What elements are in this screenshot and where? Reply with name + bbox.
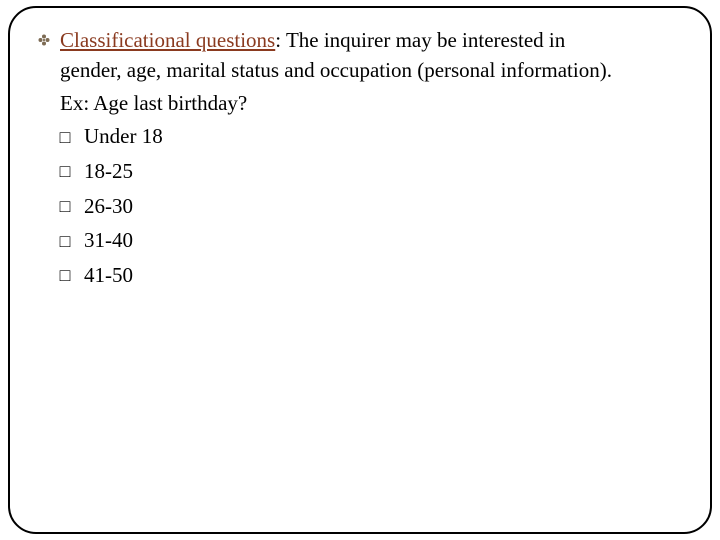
option-label: 18-25 [84, 154, 133, 189]
option-label: 31-40 [84, 223, 133, 258]
title-emphasis: Classificational questions [60, 28, 275, 52]
title-line: Classificational questions: The inquirer… [60, 26, 682, 55]
option-row: □ 31-40 [56, 223, 682, 258]
checkbox-icon[interactable]: □ [56, 266, 74, 284]
title-separator: : [275, 28, 286, 52]
option-row: □ 26-30 [56, 189, 682, 224]
option-row: □ 18-25 [56, 154, 682, 189]
option-row: □ 41-50 [56, 258, 682, 293]
flower-bullet-icon [38, 34, 50, 46]
content-block: Classificational questions: The inquirer… [60, 26, 682, 293]
option-label: 41-50 [84, 258, 133, 293]
option-label: 26-30 [84, 189, 133, 224]
option-label: Under 18 [84, 119, 163, 154]
checkbox-icon[interactable]: □ [56, 197, 74, 215]
example-line: Ex: Age last birthday? [60, 88, 682, 120]
checkbox-icon[interactable]: □ [56, 162, 74, 180]
slide-frame: Classificational questions: The inquirer… [8, 6, 712, 534]
checkbox-icon[interactable]: □ [56, 232, 74, 250]
example-text: Age last birthday? [93, 91, 247, 115]
bullet-item: Classificational questions: The inquirer… [38, 26, 682, 293]
title-rest-1: The inquirer may be interested in [286, 28, 565, 52]
checkbox-icon[interactable]: □ [56, 128, 74, 146]
example-prefix: Ex: [60, 91, 93, 115]
option-row: □ Under 18 [56, 119, 682, 154]
title-rest-2: gender, age, marital status and occupati… [60, 55, 682, 85]
